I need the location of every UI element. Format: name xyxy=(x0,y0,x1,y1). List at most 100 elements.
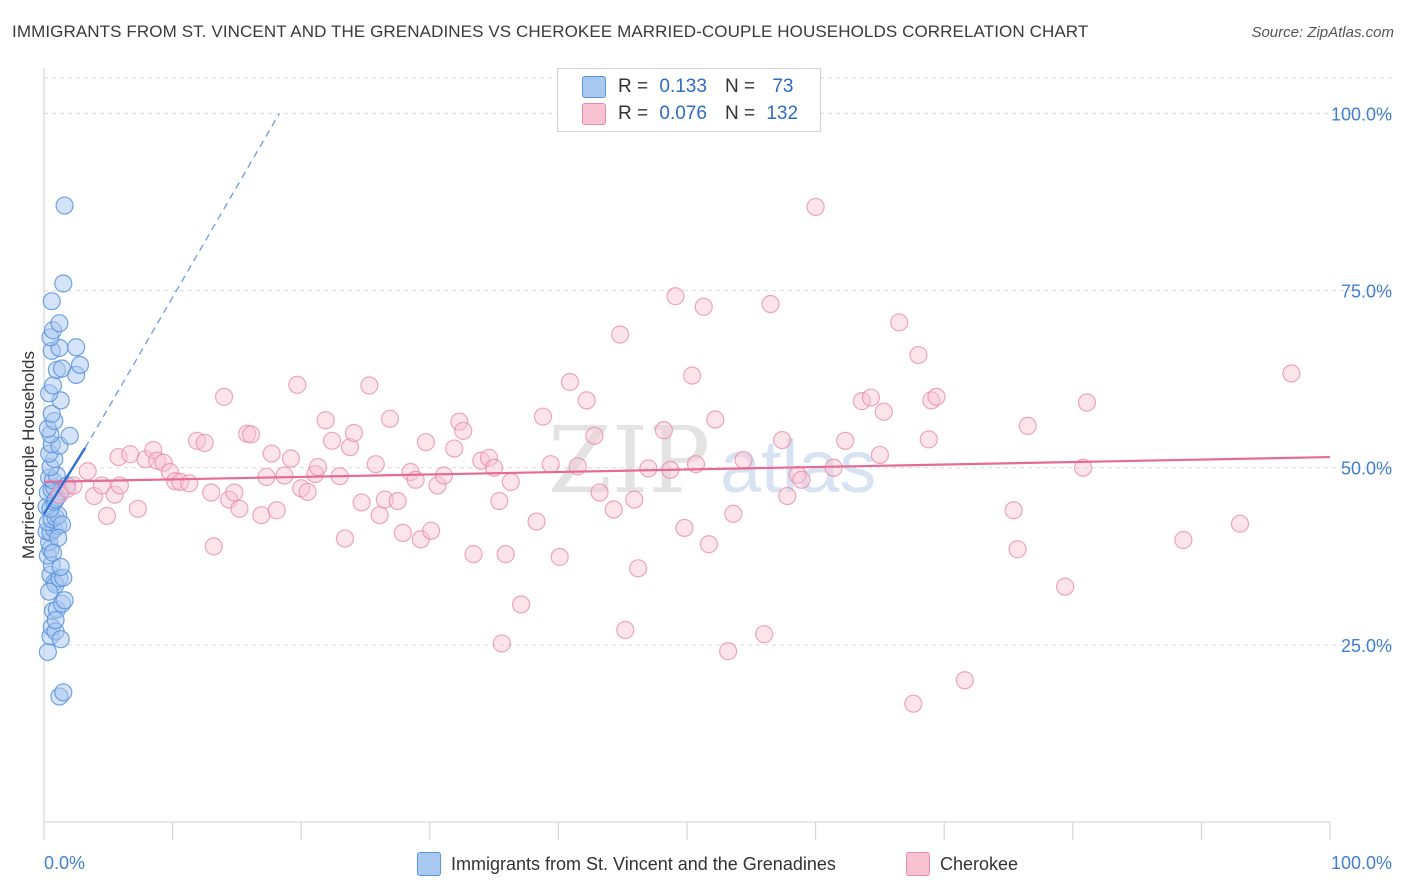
cherokee-point xyxy=(166,472,185,491)
watermark-zip: ZIP xyxy=(548,407,710,514)
immigrants-point xyxy=(54,274,73,293)
immigrants-point xyxy=(38,642,57,662)
cherokee-point xyxy=(241,425,261,444)
bottom-legend-label-immigrants: Immigrants from St. Vincent and the Gren… xyxy=(451,853,836,874)
cherokee-point xyxy=(335,529,355,548)
cherokee-point xyxy=(955,671,974,690)
legend-r-value: 0.133 xyxy=(659,76,707,97)
cherokee-point xyxy=(585,426,604,445)
cherokee-point xyxy=(281,449,301,468)
cherokee-point xyxy=(252,506,271,525)
cherokee-point xyxy=(180,474,199,493)
cherokee-point xyxy=(861,388,880,407)
cherokee-point xyxy=(501,472,520,491)
cherokee-point xyxy=(144,440,163,460)
cherokee-point xyxy=(773,430,792,450)
cherokee-point xyxy=(639,459,658,478)
immigrants-point xyxy=(67,338,86,357)
bottom-legend-label-cherokee: Cherokee xyxy=(940,853,1019,874)
cherokee-point xyxy=(275,466,294,485)
cherokee-point xyxy=(1055,577,1075,596)
cherokee-point xyxy=(666,287,685,306)
source-label: Source: ZipAtlas.com xyxy=(1251,24,1394,41)
cherokee-point xyxy=(541,455,560,474)
cherokee-point xyxy=(78,462,97,481)
legend-n-value: 73 xyxy=(772,76,794,97)
cherokee-point xyxy=(611,325,630,344)
cherokee-point xyxy=(171,472,190,491)
cherokee-point xyxy=(490,491,509,511)
immigrants-point xyxy=(46,610,65,630)
cherokee-point xyxy=(308,457,328,477)
bottom-legend-swatch-pink xyxy=(906,852,930,876)
legend-r-label: R = xyxy=(618,76,649,97)
y-axis-title: Married-couple Households xyxy=(19,351,38,559)
immigrants-trend-line xyxy=(42,447,87,515)
immigrants-point xyxy=(40,582,59,601)
chart-title: IMMIGRANTS FROM ST. VINCENT AND THE GREN… xyxy=(12,22,1089,41)
cherokee-point xyxy=(97,506,117,525)
cherokee-point xyxy=(719,642,738,661)
immigrants-point xyxy=(50,314,69,333)
immigrants-point xyxy=(43,376,63,395)
immigrants-point xyxy=(51,557,70,577)
cherokee-point xyxy=(352,493,371,512)
series-cherokee-points xyxy=(50,197,1301,713)
cherokee-point xyxy=(64,476,83,495)
cherokee-point xyxy=(479,448,499,467)
x-tick-label: 100.0% xyxy=(1331,853,1392,873)
cherokee-point xyxy=(904,694,923,713)
cherokee-point xyxy=(380,409,400,428)
cherokee-point xyxy=(225,483,244,502)
cherokee-point xyxy=(109,447,128,467)
cherokee-point xyxy=(267,501,286,520)
immigrants-point xyxy=(51,630,70,649)
cherokee-point xyxy=(675,518,694,538)
cherokee-point xyxy=(625,490,644,509)
cherokee-point xyxy=(492,634,511,653)
cherokee-point xyxy=(629,559,648,578)
cherokee-point xyxy=(1282,364,1301,383)
legend-row-cherokee: R = 0.076 N = 132 xyxy=(582,102,798,126)
x-tick-label: 0.0% xyxy=(44,853,85,873)
cherokee-point xyxy=(230,499,249,518)
cherokee-point xyxy=(604,500,623,519)
legend-r-label: R = xyxy=(618,103,649,124)
cherokee-point xyxy=(550,547,569,567)
cherokee-point xyxy=(421,521,441,540)
cherokee-point xyxy=(485,458,504,477)
cherokee-point xyxy=(214,387,234,406)
bottom-legend-cherokee: Cherokee xyxy=(906,852,1018,876)
cherokee-point xyxy=(202,483,221,502)
cherokee-point xyxy=(262,444,281,463)
cherokee-point xyxy=(560,372,580,392)
immigrants-point xyxy=(60,426,79,445)
cherokee-point xyxy=(288,375,307,394)
cherokee-point xyxy=(1230,514,1250,533)
cherokee-point xyxy=(136,450,155,469)
cherokee-point xyxy=(1077,393,1097,412)
cherokee-point xyxy=(836,431,855,450)
cherokee-point xyxy=(306,464,325,484)
cherokee-point xyxy=(388,491,407,511)
cherokee-point xyxy=(340,438,360,457)
cherokee-point xyxy=(445,439,464,458)
bottom-legend-swatch-blue xyxy=(417,852,441,876)
cherokee-point xyxy=(683,366,702,385)
cherokee-point xyxy=(154,453,173,472)
cherokee-point xyxy=(1004,501,1023,520)
grid-lines xyxy=(44,77,1392,646)
cherokee-point xyxy=(533,407,553,426)
cherokee-point xyxy=(577,391,596,410)
cherokee-point xyxy=(590,483,609,502)
cherokee-point xyxy=(434,466,454,485)
legend-row-immigrants: R = 0.133 N = 73 xyxy=(582,75,793,99)
cherokee-point xyxy=(195,433,214,453)
y-tick-label: 25.0% xyxy=(1341,636,1392,656)
cherokee-point xyxy=(890,313,909,332)
immigrants-point xyxy=(54,683,73,702)
legend-n-label: N = xyxy=(724,103,756,124)
cherokee-point xyxy=(927,387,946,406)
immigrants-point xyxy=(55,591,74,610)
legend-n-label: N = xyxy=(724,76,756,97)
